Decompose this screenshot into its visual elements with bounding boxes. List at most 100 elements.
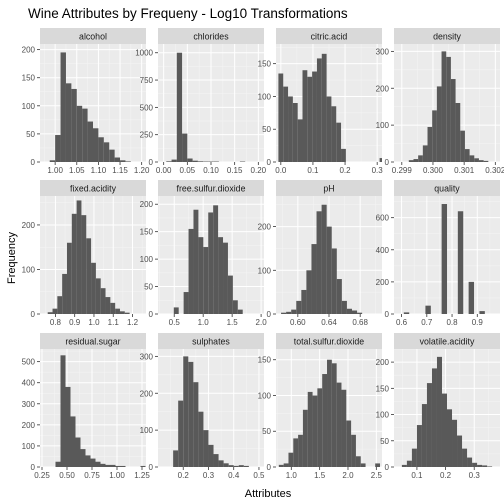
facet-strip-label: free.sulfur.dioxide [177, 184, 246, 194]
histogram-bar [98, 137, 104, 162]
histogram-bar [452, 419, 458, 467]
histogram-bar [291, 309, 297, 314]
histogram-bar [86, 238, 92, 314]
facet-strip [158, 180, 264, 196]
histogram-bar [413, 159, 419, 162]
x-tick-label: 1.0 [198, 318, 210, 327]
histogram-bar [288, 96, 293, 162]
histogram-bar [311, 244, 317, 314]
facet-strip-label: volatile.acidity [420, 337, 475, 347]
histogram-bar [173, 307, 179, 314]
y-tick-label: 0 [385, 158, 390, 167]
y-tick-label: 150 [258, 60, 272, 69]
y-tick-label: 750 [140, 76, 154, 85]
panel-contents [158, 349, 264, 467]
histogram-bar [208, 444, 214, 467]
histogram-bar [232, 300, 238, 314]
x-tick-label: 0.7 [421, 318, 433, 327]
histogram-bar [65, 83, 72, 162]
histogram-bar [321, 204, 327, 314]
y-tick-label: 200 [376, 278, 390, 287]
x-tick-label: 1.10 [91, 166, 107, 175]
histogram-bar [474, 158, 479, 162]
histogram-bar [455, 103, 461, 162]
histogram-bar [326, 226, 332, 314]
y-tick-label: 0 [267, 158, 272, 167]
x-tick-label: 0.4 [228, 471, 240, 480]
histogram-bar [416, 425, 422, 467]
y-tick-label: 200 [22, 46, 36, 55]
histogram-bar [87, 121, 93, 162]
histogram-bar [312, 395, 318, 467]
histogram-bar [457, 435, 463, 467]
y-tick-label: 150 [258, 356, 272, 365]
panel-contents [276, 349, 382, 467]
histogram-bar [316, 211, 322, 314]
facet-strip-label: density [433, 32, 461, 42]
x-tick-label: 1.0 [286, 471, 298, 480]
panel-contents [40, 349, 146, 467]
facet-strip-label: alcohol [79, 32, 107, 42]
histogram-bar [322, 374, 328, 467]
histogram-bar [91, 262, 96, 314]
y-tick-label: 200 [376, 358, 390, 367]
histogram-bar [298, 434, 303, 467]
histogram-bar [426, 383, 432, 467]
y-tick-label: 50 [262, 427, 271, 436]
x-tick-label: 1.05 [69, 166, 85, 175]
histogram-bar [425, 305, 431, 314]
histogram-bar [85, 455, 91, 467]
y-tick-label: 100 [22, 265, 36, 274]
histogram-bar [478, 160, 484, 162]
y-tick-label: 0 [31, 310, 36, 319]
histogram-bar [90, 458, 96, 467]
histogram-bar [327, 359, 332, 467]
histogram-bar [341, 389, 347, 467]
histogram-bar [188, 361, 194, 467]
histogram-bar [208, 212, 214, 314]
facet-strip-label: fixed.acidity [70, 184, 117, 194]
facet-strip [158, 333, 264, 349]
histogram-bar [422, 145, 428, 162]
y-tick-label: 500 [140, 103, 154, 112]
y-tick-label: 100 [258, 266, 272, 275]
facet-residual-sugar: residual.sugar 0.25 0.50 0.75 1.00 1.25 0 100 20… [22, 333, 150, 480]
y-tick-label: 400 [22, 379, 36, 388]
facet-strip [276, 180, 382, 196]
x-axis-label: Attributes [245, 488, 292, 500]
facet-chlorides: chlorides 0.00 0.05 0.10 0.15 0.20 0 250 500 750 1… [135, 28, 267, 175]
facet-free-sulfur-dioxide: free.sulfur.dioxide 0.5 1.0 1.5 2.0 0 50 100 150… [140, 180, 267, 327]
facet-pH: pH 0.60 0.64 0.68 0 100 200 [258, 180, 382, 327]
histogram-bar [482, 465, 488, 467]
histogram-bar [243, 465, 249, 467]
histogram-bar [178, 400, 184, 467]
x-tick-label: 0.299 [392, 166, 413, 175]
histogram-bar [479, 311, 485, 314]
histogram-bar [65, 386, 71, 467]
y-tick-label: 300 [140, 352, 154, 361]
histogram-bar [120, 160, 126, 162]
histogram-bar [302, 70, 308, 162]
histogram-bar [312, 71, 317, 162]
histogram-bar [301, 289, 307, 314]
histogram-bar [408, 160, 414, 162]
histogram-bar [278, 73, 284, 162]
facet-strip [40, 180, 146, 196]
histogram-bar [462, 448, 468, 467]
histogram-bar [203, 430, 209, 467]
y-tick-label: 150 [140, 228, 154, 237]
histogram-bar [193, 382, 199, 467]
histogram-bar [182, 133, 188, 162]
x-tick-label: 0.00 [156, 166, 172, 175]
histogram-bar [457, 211, 464, 314]
histogram-bar [283, 463, 289, 467]
histogram-bar [66, 242, 72, 314]
x-tick-label: 1.1 [108, 318, 120, 327]
histogram-bar [110, 464, 116, 467]
histogram-bar [436, 86, 442, 162]
histogram-bar [238, 465, 244, 467]
histogram-bar [188, 228, 194, 314]
histogram-bar [281, 312, 287, 314]
x-tick-label: 0.1 [307, 166, 319, 175]
